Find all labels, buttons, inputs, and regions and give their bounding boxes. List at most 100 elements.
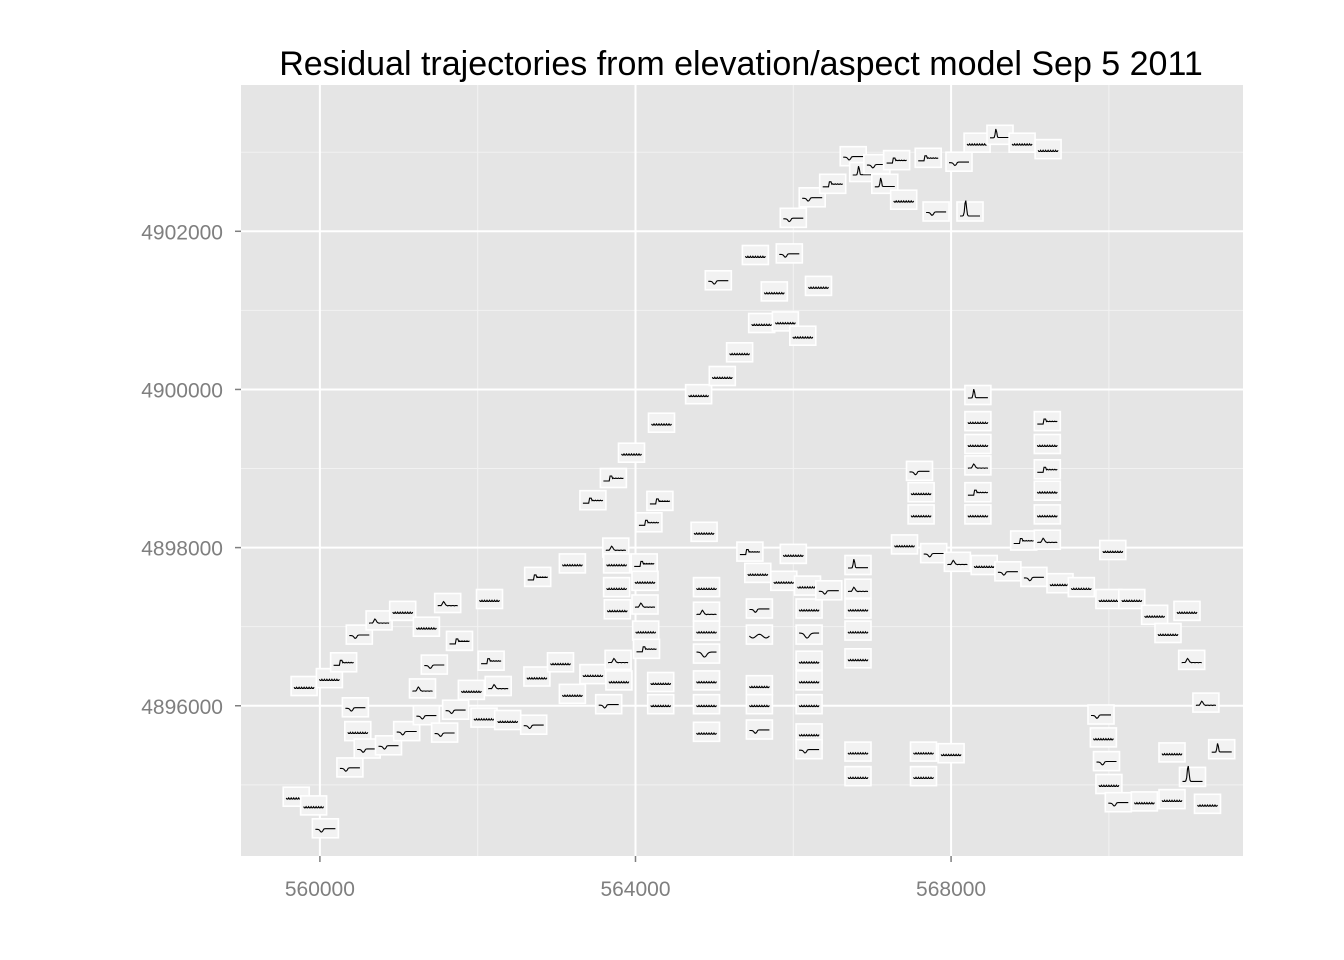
glyph-trajectory-line [923, 552, 944, 558]
residual-glyph [747, 312, 776, 334]
residual-glyph [646, 671, 675, 693]
glyph-box [470, 707, 498, 728]
glyph-box [1089, 727, 1118, 748]
glyph-trajectory-line [1037, 418, 1058, 425]
glyph-trajectory-line [739, 549, 761, 556]
residual-glyph [646, 490, 674, 512]
glyph-trajectory-line [606, 609, 628, 613]
glyph-box [795, 693, 823, 715]
glyph-trajectory-line [696, 587, 717, 591]
glyph-trajectory-line [473, 717, 495, 721]
glyph-box [795, 650, 823, 672]
glyph-trajectory-line [1096, 760, 1117, 766]
glyph-trajectory-line [910, 492, 932, 496]
glyph-box [1033, 529, 1062, 551]
glyph-trajectory-line [1121, 599, 1143, 602]
glyph-trajectory-line [526, 676, 548, 680]
residual-glyph [779, 207, 808, 229]
residual-glyph [441, 699, 470, 721]
residual-glyph [1009, 530, 1038, 551]
glyph-trajectory-line [449, 638, 470, 645]
residual-glyph [594, 693, 623, 715]
glyph-trajectory-line [368, 618, 390, 624]
residual-glyph [684, 383, 713, 405]
residual-glyph [632, 638, 661, 660]
glyph-box [457, 679, 486, 701]
residual-glyph [1192, 692, 1220, 713]
glyph-box [844, 620, 872, 641]
glyph-trajectory-line [636, 646, 657, 653]
glyph-trajectory-line [1036, 514, 1058, 518]
residual-glyph [420, 654, 449, 675]
glyph-box [484, 675, 513, 697]
glyph-trajectory-line [1181, 657, 1202, 664]
residual-glyph [311, 817, 340, 839]
glyph-trajectory-line [967, 463, 989, 469]
glyph-trajectory-line [747, 573, 769, 576]
glyph-box [795, 670, 823, 691]
glyph-trajectory-line [1133, 801, 1155, 805]
glyph-trajectory-line [378, 745, 399, 750]
glyph-box [408, 678, 437, 699]
residual-glyph [844, 647, 872, 669]
residual-glyph [844, 598, 872, 619]
glyph-trajectory-line [1011, 142, 1033, 146]
glyph-box [1158, 788, 1186, 810]
glyph-box [1095, 773, 1123, 795]
residual-glyph [963, 132, 991, 153]
residual-glyph [558, 683, 587, 705]
glyph-box [523, 666, 551, 687]
glyph-trajectory-line [582, 674, 604, 678]
residual-glyph [1158, 788, 1186, 810]
glyph-box [558, 553, 587, 574]
residual-glyph [647, 412, 676, 434]
glyph-trajectory-line [847, 586, 869, 593]
residual-glyph [433, 592, 462, 614]
glyph-trajectory-line [1197, 804, 1218, 807]
residual-glyph [745, 674, 774, 696]
residual-glyph [994, 560, 1022, 582]
glyph-trajectory-line [949, 161, 969, 167]
residual-glyph [919, 542, 948, 564]
residual-glyph [964, 384, 992, 406]
glyph-trajectory-line [582, 497, 604, 504]
glyph-trajectory-line [909, 470, 930, 476]
residual-glyph [558, 553, 587, 574]
residual-glyph [602, 576, 631, 598]
glyph-trajectory-line [708, 280, 729, 285]
residual-glyph [1177, 649, 1206, 671]
residual-glyph [818, 173, 847, 195]
residual-glyph [692, 693, 721, 715]
glyph-box [844, 765, 872, 787]
glyph-trajectory-line [650, 682, 672, 685]
glyph-trajectory-line [1092, 737, 1114, 741]
residual-glyph [365, 610, 393, 631]
residual-glyph [844, 765, 872, 787]
glyph-box [1140, 604, 1169, 626]
glyph-box [844, 647, 872, 669]
residual-glyph [760, 281, 789, 302]
glyph-trajectory-line [797, 585, 818, 589]
glyph-trajectory-line [940, 753, 962, 757]
residual-glyph [1033, 529, 1062, 551]
glyph-box [909, 741, 938, 762]
residual-glyph [743, 562, 772, 584]
residual-glyph [692, 576, 721, 598]
glyph-box [909, 765, 938, 787]
residual-glyph [1034, 138, 1062, 160]
residual-glyph [1087, 704, 1115, 725]
residual-glyph [795, 693, 823, 715]
residual-glyph [1033, 433, 1062, 455]
glyph-trajectory-line [523, 724, 544, 730]
glyph-box [290, 675, 318, 697]
residual-glyph [914, 147, 943, 169]
glyph-box [907, 481, 935, 503]
glyph-box [343, 720, 372, 742]
residual-glyph [630, 553, 659, 574]
glyph-trajectory-line [1037, 149, 1059, 153]
residual-glyph [341, 696, 370, 718]
residual-glyph [945, 151, 973, 172]
residual-glyph [299, 795, 328, 816]
glyph-trajectory-line [357, 748, 378, 753]
glyph-trajectory-line [603, 475, 624, 482]
